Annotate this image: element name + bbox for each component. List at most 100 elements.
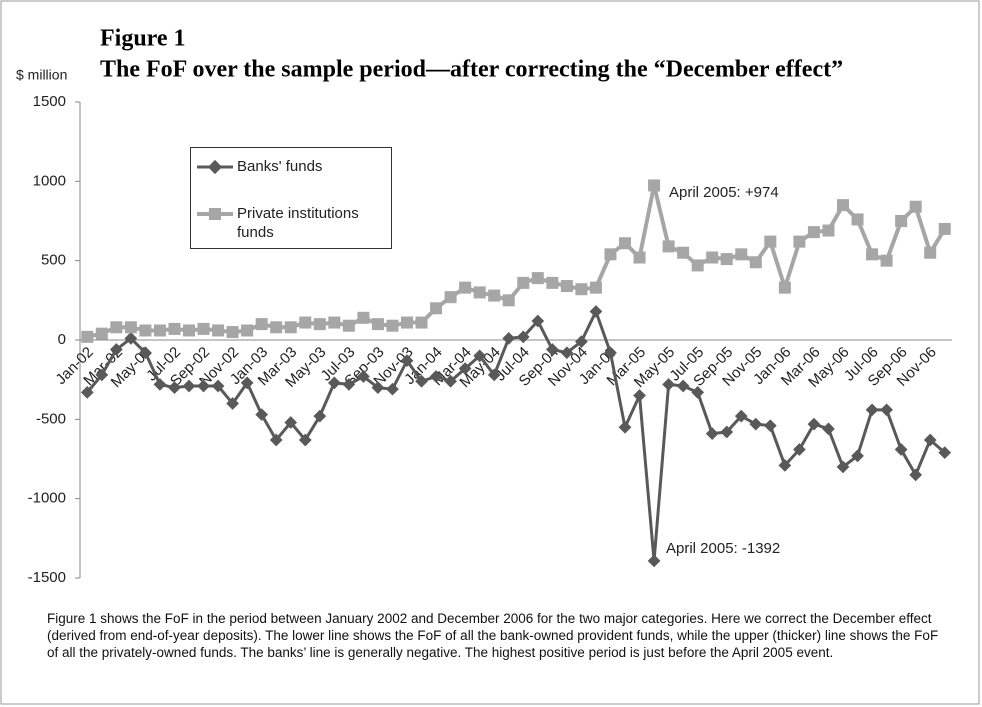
point bbox=[269, 433, 283, 447]
point bbox=[517, 276, 530, 289]
point bbox=[807, 226, 820, 239]
point bbox=[197, 379, 210, 393]
legend-label: Private institutions funds bbox=[237, 205, 359, 241]
point bbox=[255, 318, 268, 331]
point bbox=[357, 311, 370, 324]
legend-key bbox=[209, 208, 221, 220]
point bbox=[386, 382, 399, 396]
point bbox=[560, 280, 573, 293]
point bbox=[938, 222, 951, 235]
legend-keys bbox=[197, 159, 233, 220]
point bbox=[866, 248, 879, 261]
point bbox=[430, 302, 443, 315]
point bbox=[691, 259, 704, 272]
point bbox=[807, 417, 821, 431]
point bbox=[400, 354, 414, 367]
annotation: April 2005: -1392 bbox=[666, 540, 780, 557]
point bbox=[168, 322, 181, 335]
point bbox=[270, 321, 283, 334]
point bbox=[822, 224, 835, 237]
point bbox=[444, 374, 457, 388]
point bbox=[502, 294, 515, 307]
point bbox=[211, 379, 225, 393]
point bbox=[313, 409, 327, 423]
point bbox=[487, 368, 501, 382]
point bbox=[706, 251, 719, 264]
point bbox=[749, 256, 762, 269]
point bbox=[299, 316, 312, 329]
point bbox=[880, 403, 893, 417]
point bbox=[880, 254, 893, 267]
legend: Banks' funds Private institutions funds bbox=[190, 147, 392, 249]
point bbox=[851, 213, 864, 226]
point bbox=[618, 420, 632, 434]
caption: Figure 1 shows the FoF in the period bet… bbox=[47, 611, 939, 660]
point bbox=[357, 370, 370, 383]
y-tick-label: -1000 bbox=[28, 490, 66, 507]
point bbox=[212, 324, 225, 337]
point bbox=[735, 248, 748, 261]
point bbox=[444, 291, 457, 304]
legend-label: Banks' funds bbox=[237, 158, 323, 175]
point bbox=[197, 322, 210, 335]
point bbox=[924, 246, 937, 259]
point bbox=[778, 281, 791, 294]
y-axis-label: $ million bbox=[16, 67, 67, 83]
point bbox=[589, 305, 603, 318]
point bbox=[284, 321, 297, 334]
point bbox=[95, 327, 108, 340]
point bbox=[488, 289, 501, 302]
y-tick-label: -500 bbox=[36, 410, 66, 427]
point bbox=[313, 318, 326, 331]
chart-title: Figure 1 bbox=[100, 26, 186, 52]
y-tick-label: -1500 bbox=[28, 569, 66, 586]
point bbox=[241, 324, 254, 337]
point bbox=[662, 240, 675, 253]
point bbox=[415, 316, 428, 329]
point bbox=[109, 343, 123, 356]
point bbox=[720, 253, 733, 266]
annotation: April 2005: +974 bbox=[669, 184, 779, 201]
point bbox=[80, 385, 94, 399]
point bbox=[473, 349, 487, 363]
point bbox=[95, 368, 109, 382]
point bbox=[124, 332, 138, 345]
point bbox=[749, 417, 763, 431]
point bbox=[502, 332, 516, 345]
y-tick-label: 0 bbox=[58, 331, 66, 348]
point bbox=[589, 281, 602, 294]
point bbox=[342, 319, 355, 332]
point bbox=[822, 422, 835, 436]
point bbox=[763, 419, 777, 433]
point bbox=[909, 200, 922, 213]
point bbox=[415, 374, 428, 388]
point bbox=[459, 281, 472, 294]
point bbox=[182, 379, 196, 393]
point bbox=[81, 330, 94, 343]
point bbox=[633, 389, 646, 402]
point bbox=[764, 235, 777, 248]
point bbox=[473, 286, 486, 299]
point bbox=[604, 248, 617, 261]
point bbox=[401, 316, 413, 329]
point bbox=[909, 468, 923, 482]
y-tick-label: 1000 bbox=[33, 172, 66, 189]
point bbox=[531, 272, 544, 285]
y-tick-label: 1500 bbox=[33, 93, 66, 110]
point bbox=[153, 378, 167, 391]
point bbox=[226, 397, 239, 410]
point bbox=[648, 179, 661, 192]
point bbox=[633, 251, 646, 264]
point bbox=[865, 403, 879, 417]
point bbox=[284, 416, 298, 429]
y-tick-label: 500 bbox=[41, 252, 66, 269]
point bbox=[183, 324, 195, 337]
point bbox=[153, 324, 166, 337]
point bbox=[240, 376, 254, 390]
point bbox=[371, 318, 384, 331]
point bbox=[298, 433, 312, 447]
point bbox=[619, 237, 631, 250]
